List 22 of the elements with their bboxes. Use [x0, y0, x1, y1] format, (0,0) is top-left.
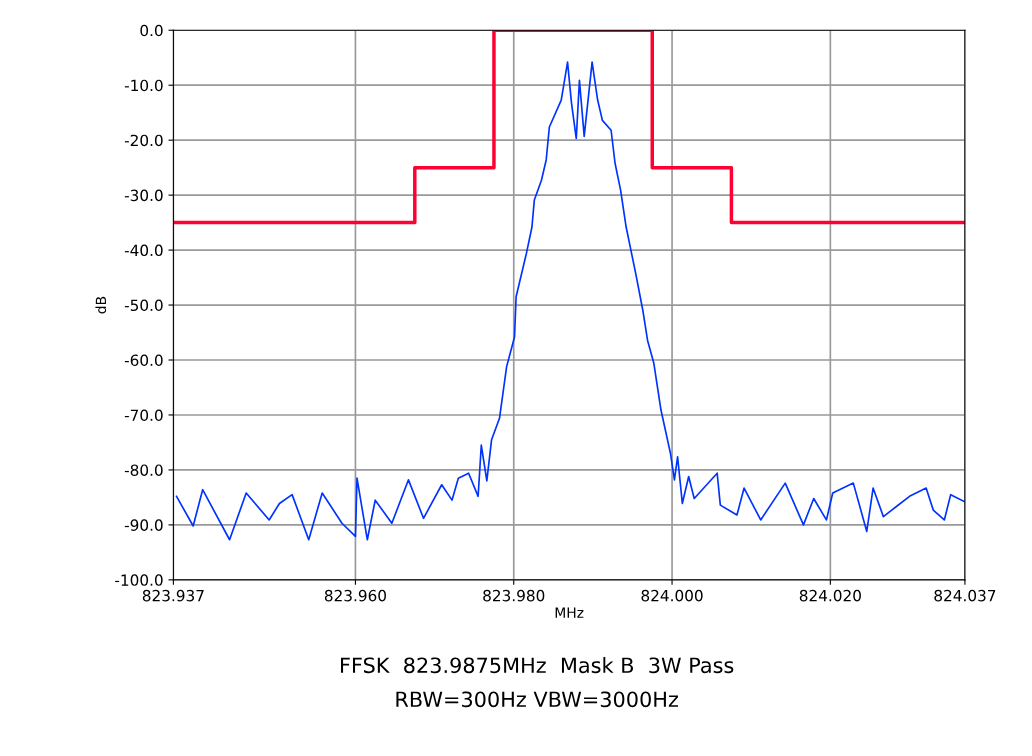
x-tick-label: 824.000	[641, 589, 703, 602]
y-tick-label: -10.0	[124, 79, 163, 92]
x-tick-label: 823.980	[483, 589, 545, 602]
text: FFSK 823.9875MHz Mask B 3W Pass	[341, 657, 734, 674]
y-tick-label: -20.0	[124, 134, 163, 147]
y-tick-label: -30.0	[124, 189, 163, 202]
text: RBW=300Hz VBW=3000Hz	[396, 691, 678, 708]
line-series	[175, 61, 965, 541]
y-tick-label: -40.0	[124, 244, 163, 257]
y-tick-label: 0.0	[140, 24, 163, 37]
y-tick-label: -100.0	[115, 574, 163, 586]
y-tick-label: -80.0	[124, 464, 163, 476]
x-axis-title: MHz	[555, 607, 584, 618]
y-tick-label: -60.0	[124, 354, 163, 367]
y-tick-label: -70.0	[124, 409, 163, 421]
x-tick-label: 824.020	[799, 589, 861, 602]
x-tick-label: 823.960	[324, 589, 387, 602]
x-tick-label: 823.937	[142, 589, 204, 602]
y-axis-title: dB	[95, 296, 107, 314]
x-tick-label: 824.037	[934, 589, 996, 602]
y-tick-label: -90.0	[124, 519, 163, 531]
y-tick-label: -50.0	[124, 299, 163, 312]
